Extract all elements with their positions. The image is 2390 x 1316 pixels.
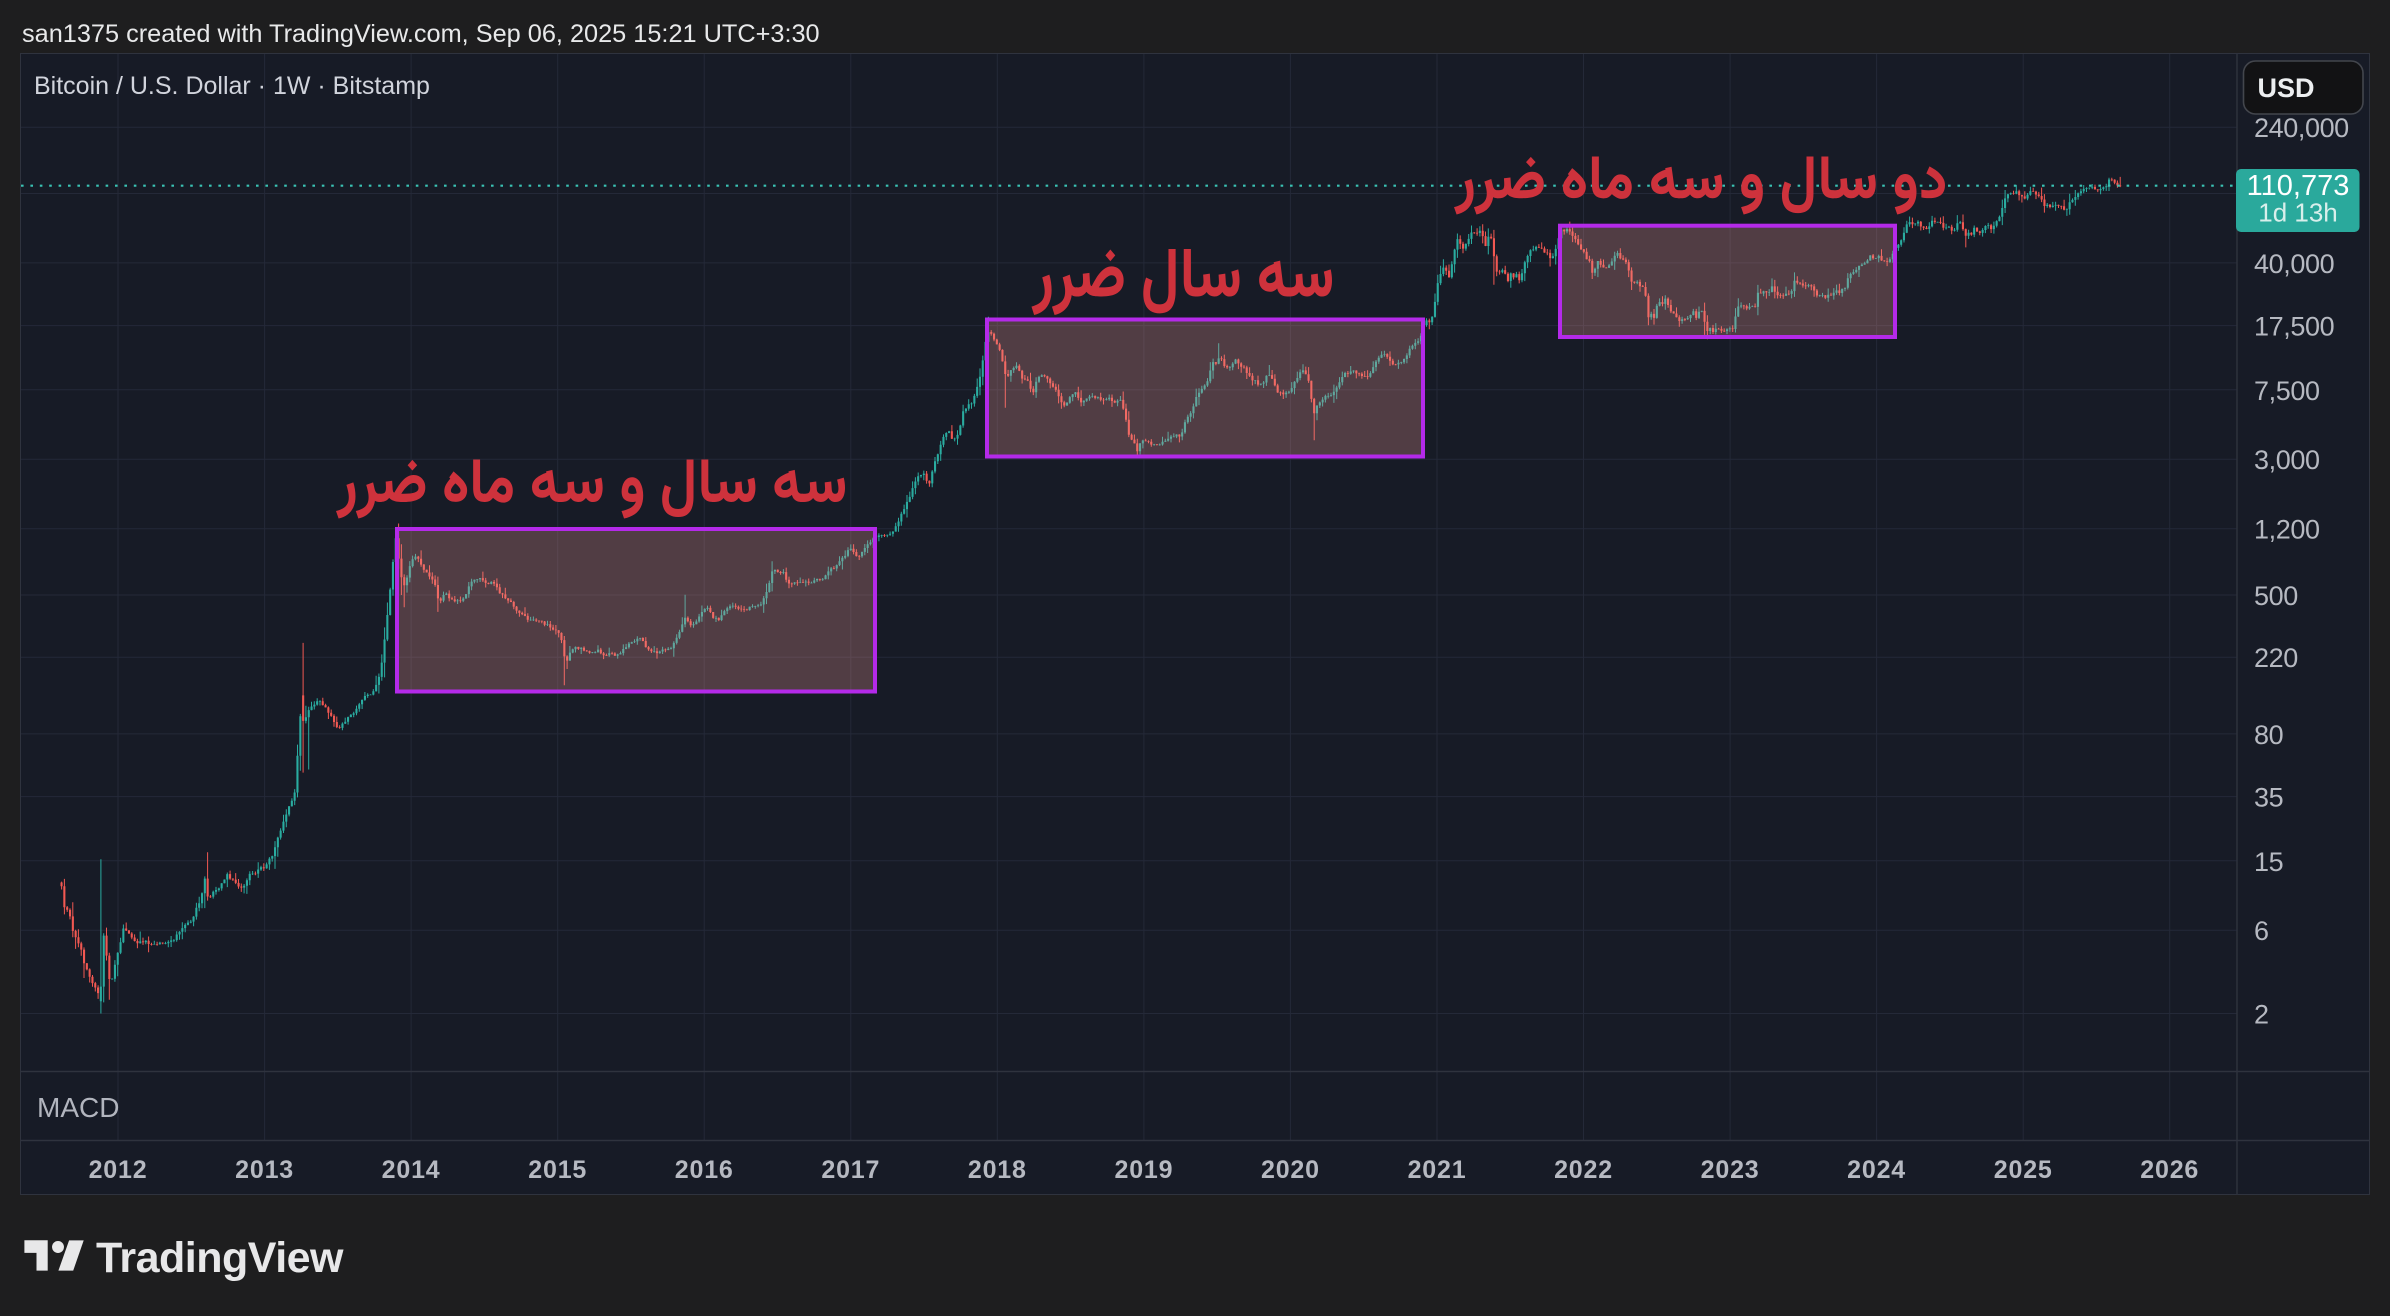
svg-text:220: 220 [2254,643,2298,673]
svg-text:240,000: 240,000 [2254,113,2349,143]
svg-text:san1375 created with TradingVi: san1375 created with TradingView.com, Se… [22,20,820,48]
svg-text:3,000: 3,000 [2254,445,2320,475]
svg-text:2013: 2013 [235,1156,294,1184]
svg-text:1d 13h: 1d 13h [2258,198,2338,228]
svg-text:500: 500 [2254,581,2298,611]
svg-text:2026: 2026 [2140,1156,2199,1184]
svg-text:1,200: 1,200 [2254,515,2320,545]
svg-text:2012: 2012 [89,1156,148,1184]
svg-text:2023: 2023 [1701,1156,1760,1184]
svg-text:35: 35 [2254,783,2283,813]
svg-text:2020: 2020 [1261,1156,1320,1184]
svg-text:2024: 2024 [1847,1156,1906,1184]
svg-text:7,500: 7,500 [2254,376,2320,406]
svg-text:110,773: 110,773 [2247,170,2350,202]
svg-text:2017: 2017 [821,1156,880,1184]
svg-text:2014: 2014 [382,1156,441,1184]
svg-text:80: 80 [2254,720,2283,750]
svg-text:17,500: 17,500 [2254,312,2334,342]
svg-text:2019: 2019 [1114,1156,1173,1184]
svg-text:TradingView: TradingView [96,1234,344,1282]
svg-text:2016: 2016 [675,1156,734,1184]
svg-text:2: 2 [2254,1000,2269,1030]
svg-text:2018: 2018 [968,1156,1027,1184]
svg-text:2025: 2025 [1994,1156,2053,1184]
svg-text:2015: 2015 [528,1156,587,1184]
svg-text:6: 6 [2254,916,2269,946]
svg-text:15: 15 [2254,847,2283,877]
svg-text:2021: 2021 [1408,1156,1467,1184]
svg-text:Bitcoin / U.S. Dollar · 1W · B: Bitcoin / U.S. Dollar · 1W · Bitstamp [34,72,430,100]
svg-text:2022: 2022 [1554,1156,1613,1184]
svg-text:USD: USD [2257,73,2314,103]
svg-text:MACD: MACD [37,1092,119,1123]
svg-text:40,000: 40,000 [2254,249,2334,279]
